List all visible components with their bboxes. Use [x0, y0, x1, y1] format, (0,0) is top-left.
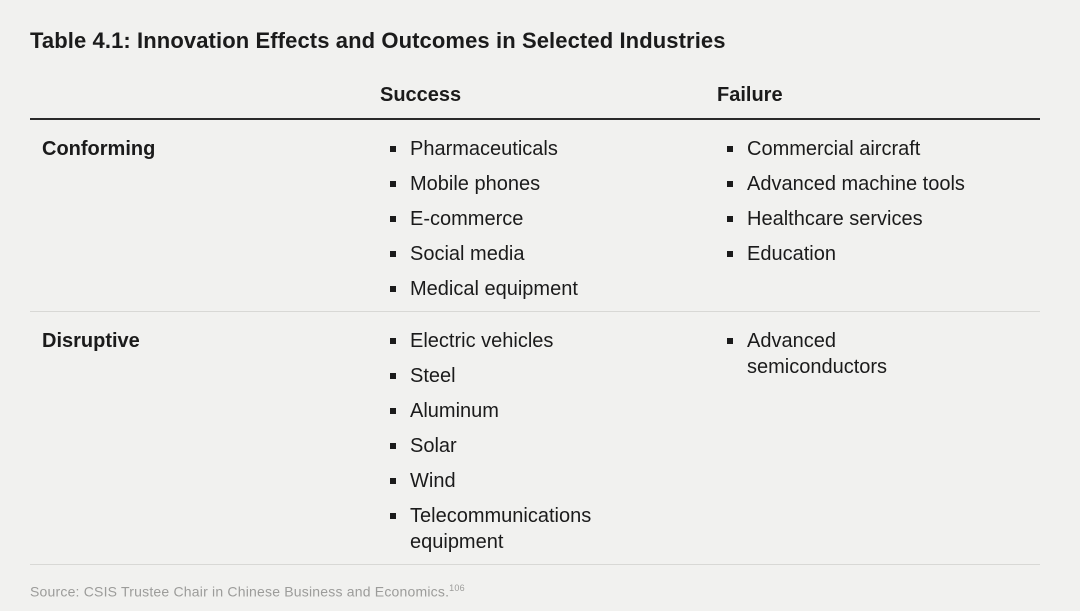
bullet-square-icon: [390, 443, 396, 449]
innovation-table: Success Failure Conforming Pharmaceutica…: [30, 84, 1040, 565]
list-item-text: Aluminum: [410, 400, 499, 422]
bullet-square-icon: [390, 408, 396, 414]
list-item: Education: [727, 241, 1040, 267]
list-item: Advanced machine tools: [727, 171, 1040, 197]
bullet-square-icon: [390, 478, 396, 484]
list-item-text: Advanced semiconductors: [747, 330, 888, 378]
bullet-square-icon: [390, 216, 396, 222]
list-item: Social media: [390, 241, 717, 267]
list-item-text: Electric vehicles: [410, 330, 554, 352]
list-item: Advanced semiconductors: [727, 328, 1040, 380]
list-item: Wind: [390, 468, 717, 494]
list-item: Telecommunications equipment: [390, 503, 717, 555]
list-item: Solar: [390, 433, 717, 459]
bullet-square-icon: [727, 216, 733, 222]
list-item-text: Solar: [410, 435, 457, 457]
bullet-square-icon: [390, 181, 396, 187]
list-item-text: Wind: [410, 470, 456, 492]
corner-cell: [30, 84, 380, 107]
table-footer: Source: CSIS Trustee Chair in Chinese Bu…: [30, 565, 1040, 600]
list-item: Medical equipment: [390, 276, 717, 302]
source-note: Source: CSIS Trustee Chair in Chinese Bu…: [30, 583, 1040, 600]
list-item: Steel: [390, 363, 717, 389]
bullet-square-icon: [727, 181, 733, 187]
list-item-text: Education: [747, 243, 836, 265]
bullet-square-icon: [390, 146, 396, 152]
table-header-row: Success Failure: [30, 84, 1040, 120]
table-row-conforming: Conforming Pharmaceuticals Mobile phones E…: [30, 120, 1040, 312]
column-header-failure: Failure: [717, 84, 783, 106]
conforming-success-list: Pharmaceuticals Mobile phones E-commerce So…: [380, 136, 717, 302]
list-item-text: Mobile phones: [410, 173, 541, 195]
list-item: Healthcare services: [727, 206, 1040, 232]
bullet-square-icon: [727, 338, 733, 344]
list-item: Electric vehicles: [390, 328, 717, 354]
column-header-success: Success: [380, 84, 462, 106]
disruptive-success-list: Electric vehicles Steel Aluminum Solar Wind T…: [380, 328, 717, 555]
list-item-text: Telecommunications equipment: [410, 505, 592, 553]
row-label-conforming: Conforming: [42, 138, 156, 160]
bullet-square-icon: [390, 513, 396, 519]
list-item: Commercial aircraft: [727, 136, 1040, 162]
row-label-disruptive: Disruptive: [42, 330, 140, 352]
list-item-text: Social media: [410, 243, 525, 265]
list-item: Aluminum: [390, 398, 717, 424]
list-item-text: Advanced machine tools: [747, 173, 965, 195]
footnote-marker: 106: [449, 583, 465, 593]
list-item-text: Medical equipment: [410, 278, 578, 300]
bullet-square-icon: [390, 338, 396, 344]
bullet-square-icon: [727, 251, 733, 257]
list-item-text: Pharmaceuticals: [410, 138, 558, 160]
bullet-square-icon: [390, 373, 396, 379]
source-text: Source: CSIS Trustee Chair in Chinese Bu…: [30, 583, 450, 600]
conforming-failure-list: Commercial aircraft Advanced machine tool…: [717, 136, 1040, 302]
table-title: Table 4.1: Innovation Effects and Outcom…: [30, 28, 726, 53]
list-item-text: E-commerce: [410, 208, 524, 230]
disruptive-failure-list: Advanced semiconductors: [717, 328, 1040, 555]
list-item-text: Steel: [410, 365, 456, 387]
bullet-square-icon: [390, 251, 396, 257]
bullet-square-icon: [727, 146, 733, 152]
bullet-square-icon: [390, 286, 396, 292]
list-item: Pharmaceuticals: [390, 136, 717, 162]
list-item-text: Healthcare services: [747, 208, 923, 230]
list-item: E-commerce: [390, 206, 717, 232]
list-item-text: Commercial aircraft: [747, 138, 921, 160]
table-row-disruptive: Disruptive Electric vehicles Steel Aluminu…: [30, 312, 1040, 565]
list-item: Mobile phones: [390, 171, 717, 197]
